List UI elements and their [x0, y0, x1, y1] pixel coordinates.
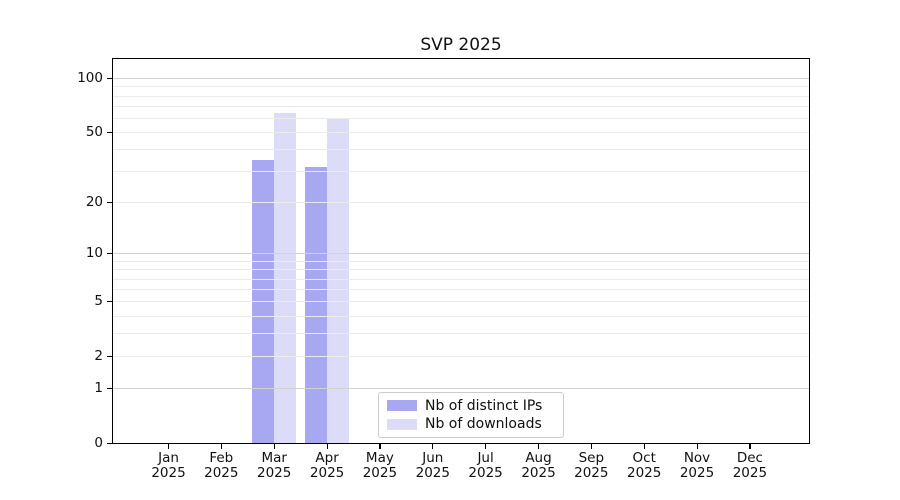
y-tick-label: 5: [94, 293, 103, 310]
x-tick-label: Jul 2025: [468, 450, 503, 481]
x-tick-label: Dec 2025: [732, 450, 768, 481]
bar-downloads-apr: [327, 117, 350, 443]
gridline-minor: [113, 202, 809, 204]
gridline-minor: [113, 86, 809, 88]
y-axis-tick: [107, 442, 112, 444]
x-axis-tick: [485, 444, 487, 449]
gridline-major: [113, 388, 809, 390]
x-axis-tick: [432, 444, 434, 449]
x-tick-label: May 2025: [362, 450, 398, 481]
y-axis-tick: [107, 355, 112, 357]
y-axis-tick: [107, 300, 112, 302]
y-tick-label: 20: [85, 194, 103, 211]
legend-swatch-downloads: [387, 418, 417, 430]
gridline-minor: [113, 289, 809, 291]
legend-item-downloads: Nb of downloads: [387, 415, 555, 433]
legend: Nb of distinct IPs Nb of downloads: [378, 392, 564, 438]
legend-label-distinct-ips: Nb of distinct IPs: [425, 397, 543, 414]
x-tick-label: Apr 2025: [309, 450, 345, 481]
gridline-minor: [113, 278, 809, 280]
y-tick-label: 100: [77, 70, 103, 86]
y-tick-label: 50: [85, 124, 103, 140]
x-tick-label: Mar 2025: [257, 450, 292, 481]
x-tick-label: Jun 2025: [415, 450, 450, 481]
gridline-minor: [113, 132, 809, 133]
gridline-minor: [113, 171, 809, 173]
plot-area: [112, 58, 810, 444]
gridline-minor: [113, 105, 809, 107]
y-tick-label: 10: [85, 245, 103, 262]
x-tick-label: Sep 2025: [574, 450, 609, 481]
y-axis-tick: [107, 201, 112, 203]
x-axis-tick: [538, 444, 540, 449]
x-axis-tick: [749, 444, 751, 449]
y-tick-label: 2: [94, 348, 103, 365]
gridline-minor: [113, 333, 809, 335]
y-axis-tick: [107, 252, 112, 255]
x-tick-label: Feb 2025: [204, 450, 239, 481]
x-axis-tick: [696, 444, 698, 449]
gridline-minor: [113, 315, 809, 317]
gridline-minor: [113, 149, 809, 151]
x-axis-tick: [220, 444, 222, 449]
x-tick-label: Aug 2025: [521, 450, 556, 481]
y-axis-tick: [107, 77, 112, 79]
gridline-major: [113, 253, 809, 255]
legend-label-downloads: Nb of downloads: [425, 416, 542, 433]
bar-distinct-ips-mar: [252, 159, 275, 443]
x-axis-tick: [273, 444, 275, 449]
y-axis-tick: [107, 387, 112, 389]
x-tick-label: Nov 2025: [679, 450, 715, 481]
x-axis-tick: [590, 444, 592, 449]
chart-title: SVP 2025: [420, 35, 502, 55]
x-tick-label: Oct 2025: [627, 450, 662, 481]
x-axis-tick: [168, 444, 170, 449]
x-tick-label: Jan 2025: [151, 450, 186, 481]
bar-distinct-ips-apr: [305, 166, 328, 443]
x-axis-tick: [326, 444, 328, 449]
gridline-minor: [113, 301, 809, 303]
legend-swatch-distinct-ips: [387, 400, 417, 412]
x-axis-tick: [379, 444, 381, 449]
gridline-minor: [113, 95, 809, 97]
bar-downloads-mar: [274, 112, 297, 443]
y-tick-label: 0: [94, 435, 103, 451]
gridline-minor: [113, 117, 809, 119]
gridline-minor: [113, 260, 809, 262]
x-axis-tick: [643, 444, 645, 449]
gridline-minor: [113, 356, 809, 358]
legend-item-distinct-ips: Nb of distinct IPs: [387, 397, 555, 415]
y-axis-tick: [107, 131, 112, 133]
y-tick-label: 1: [94, 380, 103, 397]
gridline-major: [113, 78, 809, 79]
gridline-minor: [113, 269, 809, 271]
